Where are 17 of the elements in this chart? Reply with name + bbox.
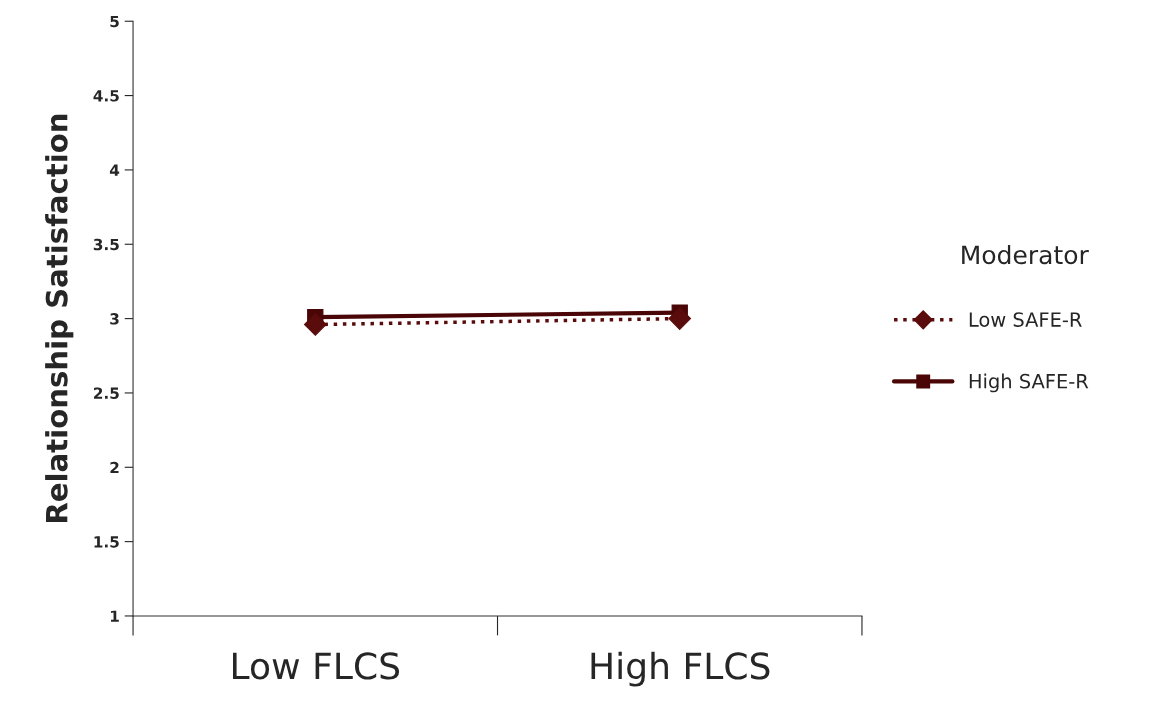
x-tick-label: High FLCS [591, 651, 770, 687]
y-tick-label: 1 [110, 610, 119, 622]
x-tick-label: Low FLCS [233, 652, 400, 680]
y-tick-label: 3 [110, 313, 119, 325]
point [303, 313, 327, 336]
y-tick-label: 4 [109, 164, 120, 176]
legend-title: Moderator [962, 244, 1089, 265]
point [668, 307, 692, 330]
y-tick-label: 2 [110, 461, 119, 474]
y-tick-label: 5 [110, 15, 119, 28]
y-tick-label: 2.5 [94, 387, 119, 399]
y-tick-label: 4.5 [93, 90, 119, 102]
legend-label: Low SAFE-R [969, 312, 1082, 327]
y-tick-label: 1.5 [94, 536, 119, 548]
legend-label: High SAFE-R [969, 373, 1089, 393]
y-axis-title: Relationship Satisfaction [45, 114, 74, 523]
y-tick-label: 3.5 [93, 238, 119, 251]
